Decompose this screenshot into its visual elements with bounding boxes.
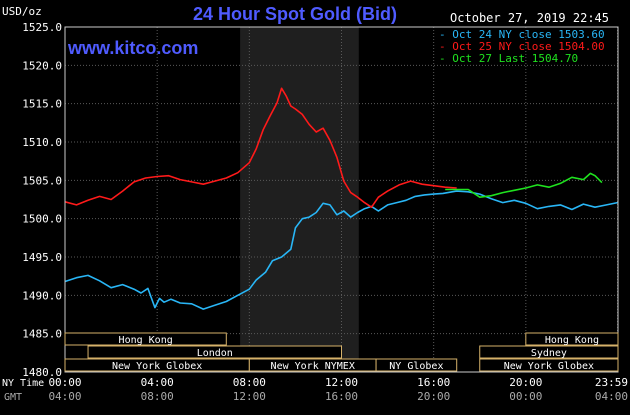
gmt-tick-label: 12:00 — [233, 390, 266, 403]
brand-watermark: www.kitco.com — [67, 38, 198, 58]
gmt-tick-label: 04:00 — [595, 390, 628, 403]
y-tick-label: 1500.0 — [22, 213, 62, 226]
y-tick-label: 1520.0 — [22, 59, 62, 72]
x-tick-label: 12:00 — [325, 376, 358, 389]
series-line-2 — [64, 87, 457, 208]
series-line-1 — [64, 190, 618, 310]
y-tick-label: 1505.0 — [22, 174, 62, 187]
series-line-3 — [445, 172, 603, 198]
y-tick-label: 1480.0 — [22, 366, 62, 379]
x-axis-ticks: 00:0004:0004:0008:0008:0012:0012:0016:00… — [48, 376, 628, 403]
session-box — [479, 358, 619, 372]
legend-entry-oct25: - Oct 25 NY close 1504.00 — [439, 40, 605, 53]
gmt-tick-label: 20:00 — [417, 390, 450, 403]
session-box — [525, 332, 619, 346]
session-label: New York NYMEX — [271, 361, 355, 372]
gmt-tick-label: 08:00 — [141, 390, 174, 403]
gmt-tick-label: 04:00 — [48, 390, 81, 403]
x-tick-label: 08:00 — [233, 376, 266, 389]
y-tick-label: 1510.0 — [22, 136, 62, 149]
session-label: Sydney — [531, 348, 567, 359]
y-tick-label: 1515.0 — [22, 98, 62, 111]
series-layer — [64, 87, 618, 310]
session-box — [375, 358, 458, 372]
plot-frame — [64, 26, 619, 373]
session-box — [479, 345, 619, 359]
unit-label: USD/oz — [2, 5, 42, 18]
session-label: Hong Kong — [119, 335, 173, 346]
timestamp: October 27, 2019 22:45 — [450, 11, 609, 25]
session-box — [87, 345, 342, 359]
y-axis-ticks: 1480.0 1485.0 1490.0 1495.0 1500.0 1505.0 1510… — [22, 21, 62, 379]
chart-title: 24 Hour Spot Gold (Bid) — [193, 4, 397, 24]
gmt-tick-label: 16:00 — [325, 390, 358, 403]
session-label: NY Globex — [389, 361, 443, 372]
gmt-label: GMT — [4, 392, 22, 403]
x-tick-label: 16:00 — [417, 376, 450, 389]
session-label: London — [197, 348, 233, 359]
market-sessions: Hong Kong London New York Globex New York N… — [64, 332, 619, 372]
x-tick-label: 20:00 — [509, 376, 542, 389]
legend: - Oct 24 NY close 1503.60 - Oct 25 NY cl… — [439, 28, 605, 65]
session-label: Hong Kong — [545, 335, 599, 346]
y-tick-label: 1490.0 — [22, 289, 62, 302]
legend-entry-oct24: - Oct 24 NY close 1503.60 — [439, 28, 605, 41]
session-box — [64, 332, 227, 346]
y-tick-label: 1485.0 — [22, 328, 62, 341]
y-tick-label: 1495.0 — [22, 251, 62, 264]
nymex-session-highlight — [240, 27, 359, 372]
x-tick-label: 00:00 — [48, 376, 81, 389]
ny-time-label: NY Time — [2, 378, 44, 389]
session-label: New York Globex — [504, 361, 594, 372]
legend-entry-oct27: - Oct 27 Last 1504.70 — [439, 52, 578, 65]
session-label: New York Globex — [112, 361, 202, 372]
gmt-tick-label: 00:00 — [509, 390, 542, 403]
x-tick-label: 23:59 — [595, 376, 628, 389]
x-tick-label: 04:00 — [141, 376, 174, 389]
y-tick-label: 1525.0 — [22, 21, 62, 34]
